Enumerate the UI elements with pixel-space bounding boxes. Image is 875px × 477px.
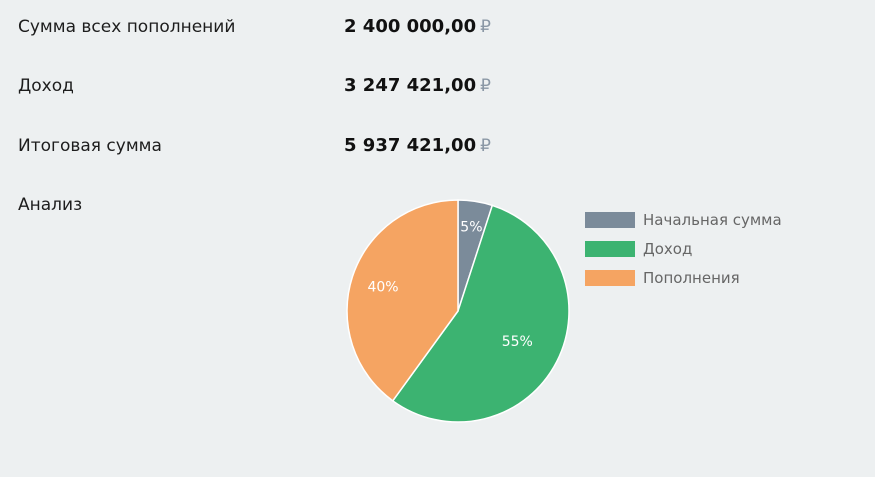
analysis-row: Анализ: [0, 195, 875, 225]
total-amount: 5 937 421,00: [344, 135, 477, 156]
income-amount: 3 247 421,00: [344, 75, 477, 96]
legend-swatch-2[interactable]: [585, 241, 635, 257]
chart-legend: Начальная сумма Доход Пополнения: [585, 211, 782, 287]
pie-labels: 5% 55% 40%: [367, 220, 532, 351]
legend-swatch-3[interactable]: [585, 270, 635, 286]
deposits-label: Сумма всех пополнений: [18, 17, 236, 37]
ruble-icon: ₽: [480, 76, 491, 96]
legend-label-3[interactable]: Пополнения: [643, 269, 740, 287]
total-value: 5 937 421,00 ₽: [344, 135, 491, 157]
pie-slice-3[interactable]: [346, 199, 459, 402]
pie-slice-2[interactable]: [391, 204, 570, 423]
income-label: Доход: [18, 76, 74, 96]
summary-row-total: Итоговая сумма 5 937 421,00 ₽: [0, 136, 875, 166]
deposits-value: 2 400 000,00 ₽: [344, 16, 491, 38]
summary-row-income: Доход 3 247 421,00 ₽: [0, 76, 875, 106]
legend-swatch-1[interactable]: [585, 212, 635, 228]
analysis-label: Анализ: [18, 195, 83, 215]
pie-slice-label-1: 5%: [460, 220, 482, 236]
legend-label-1[interactable]: Начальная сумма: [643, 211, 782, 229]
ruble-icon: ₽: [480, 136, 491, 156]
deposits-amount: 2 400 000,00: [344, 16, 477, 37]
ruble-icon: ₽: [480, 17, 491, 37]
pie-slice-label-2: 55%: [502, 334, 533, 350]
total-label: Итоговая сумма: [18, 136, 162, 156]
income-value: 3 247 421,00 ₽: [344, 75, 491, 97]
summary-row-deposits: Сумма всех пополнений 2 400 000,00 ₽: [0, 17, 875, 47]
pie-slices: [346, 199, 570, 423]
pie-slice-label-3: 40%: [367, 280, 398, 296]
legend-label-2[interactable]: Доход: [643, 240, 692, 258]
